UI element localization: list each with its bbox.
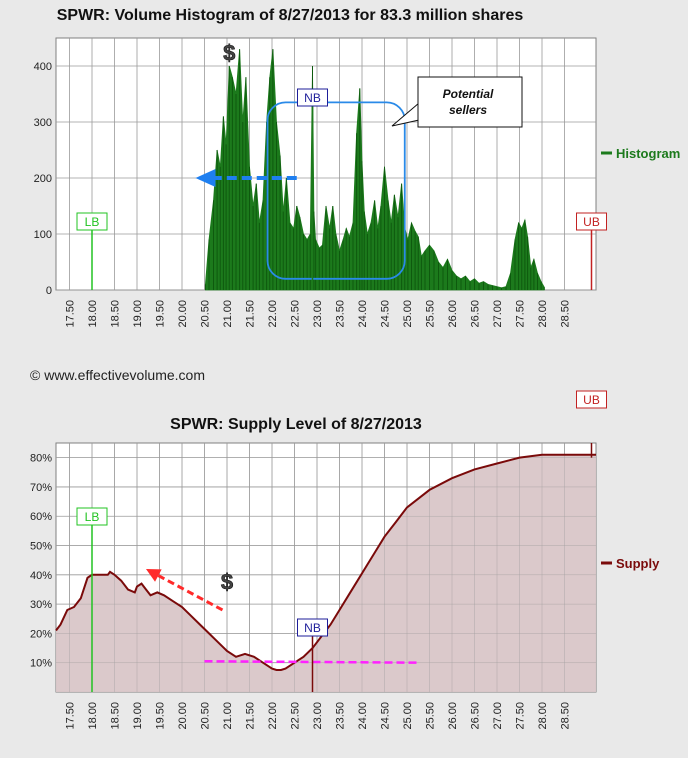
- x-tick-label: 17.50: [65, 702, 77, 730]
- y-tick-label: 50%: [30, 541, 52, 553]
- y-tick-label: 30%: [30, 599, 52, 611]
- y-tick-label: 300: [34, 117, 52, 129]
- x-tick-label: 28.00: [537, 300, 549, 328]
- supply-ub-marker-box: [576, 390, 607, 409]
- x-tick-label: 28.50: [560, 702, 572, 730]
- potential-sellers-box: [266, 101, 406, 280]
- y-tick-label: 100: [34, 229, 52, 241]
- x-tick-label: 22.50: [290, 300, 302, 328]
- x-tick-label: 25.00: [402, 300, 414, 328]
- supply-nb-marker-label: NB: [304, 621, 321, 635]
- y-tick-label: 400: [34, 61, 52, 73]
- histogram-lb-marker-box: [76, 212, 108, 231]
- x-tick-label: 21.00: [222, 300, 234, 328]
- x-tick-label: 28.00: [537, 702, 549, 730]
- chart-title: SPWR: Supply Level of 8/27/2013: [170, 416, 422, 433]
- x-tick-label: 21.50: [245, 702, 257, 730]
- histogram-lb-marker-label: LB: [85, 215, 100, 229]
- x-tick-label: 26.00: [447, 702, 459, 730]
- histogram-nb-marker-box: [297, 88, 328, 107]
- x-tick-label: 26.50: [470, 300, 482, 328]
- y-tick-label: 70%: [30, 482, 52, 494]
- x-tick-label: 21.50: [245, 300, 257, 328]
- x-tick-label: 20.50: [200, 702, 212, 730]
- red-arrow-shaft: [157, 574, 224, 612]
- y-tick-label: 10%: [30, 658, 52, 670]
- supply-lb-marker-box: [76, 507, 108, 526]
- y-tick-label: 40%: [30, 570, 52, 582]
- histogram-nb-marker-label: NB: [304, 91, 321, 105]
- x-tick-label: 18.00: [87, 702, 99, 730]
- x-tick-label: 23.00: [312, 300, 324, 328]
- callout-box: [417, 76, 523, 128]
- x-tick-label: 21.00: [222, 702, 234, 730]
- y-tick-label: 60%: [30, 511, 52, 523]
- x-tick-label: 19.50: [155, 702, 167, 730]
- x-tick-label: 27.00: [492, 300, 504, 328]
- histogram-ub-marker-box: [576, 212, 607, 231]
- x-tick-label: 22.00: [267, 702, 279, 730]
- y-tick-label: 0: [46, 285, 52, 297]
- x-tick-label: 20.00: [177, 300, 189, 328]
- supply-area: [56, 454, 596, 692]
- x-tick-label: 26.50: [470, 702, 482, 730]
- x-tick-label: 25.50: [425, 300, 437, 328]
- x-tick-label: 25.50: [425, 702, 437, 730]
- chart-title: SPWR: Volume Histogram of 8/27/2013 for …: [57, 7, 524, 24]
- legend-label: Histogram: [616, 146, 680, 161]
- x-tick-label: 18.50: [110, 702, 122, 730]
- x-tick-label: 24.00: [357, 300, 369, 328]
- histogram-ub-marker-label: UB: [583, 215, 600, 229]
- callout-tail-join: [419, 103, 429, 117]
- red-arrow-head: [146, 568, 162, 582]
- x-tick-label: 25.00: [402, 702, 414, 730]
- callout-text-line: sellers: [449, 103, 487, 117]
- x-tick-label: 27.50: [515, 300, 527, 328]
- x-tick-label: 24.50: [380, 702, 392, 730]
- x-tick-label: 23.50: [335, 702, 347, 730]
- x-tick-label: 22.50: [290, 702, 302, 730]
- legend-label: Supply: [616, 556, 660, 571]
- x-tick-label: 28.50: [560, 300, 572, 328]
- x-tick-label: 19.00: [132, 702, 144, 730]
- x-tick-label: 17.50: [65, 300, 77, 328]
- x-tick-label: 23.00: [312, 702, 324, 730]
- x-tick-label: 18.00: [87, 300, 99, 328]
- supply-line: [55, 453, 596, 671]
- y-tick-label: 200: [34, 173, 52, 185]
- x-tick-label: 27.00: [492, 702, 504, 730]
- x-tick-label: 20.50: [200, 300, 212, 328]
- x-tick-label: 18.50: [110, 300, 122, 328]
- x-tick-label: 24.50: [380, 300, 392, 328]
- dollar-sign-icon: $: [221, 569, 233, 594]
- y-tick-label: 80%: [30, 453, 52, 465]
- dollar-sign-icon: $: [223, 40, 235, 65]
- blue-arrow-head: [195, 169, 216, 187]
- x-tick-label: 24.00: [357, 702, 369, 730]
- x-tick-label: 20.00: [177, 702, 189, 730]
- y-tick-label: 20%: [30, 628, 52, 640]
- x-tick-label: 22.00: [267, 300, 279, 328]
- supply-ub-marker-label: UB: [583, 393, 600, 407]
- x-tick-label: 19.00: [132, 300, 144, 328]
- supply-lb-marker-label: LB: [85, 510, 100, 524]
- chart-panel-0: 17.50 18.00 18.50 19.00 19.50 20.00 20.50 21.00…: [34, 7, 681, 328]
- x-tick-label: 26.00: [447, 300, 459, 328]
- x-tick-label: 23.50: [335, 300, 347, 328]
- x-tick-label: 27.50: [515, 702, 527, 730]
- copyright-credit: © www.effectivevolume.com: [30, 367, 206, 383]
- chart-panel-1: 17.50 18.00 18.50 19.00 19.50 20.00 20.50 21.00…: [30, 390, 660, 730]
- x-tick-label: 19.50: [155, 300, 167, 328]
- callout-text-line: Potential: [443, 87, 494, 101]
- supply-nb-marker-box: [297, 618, 328, 637]
